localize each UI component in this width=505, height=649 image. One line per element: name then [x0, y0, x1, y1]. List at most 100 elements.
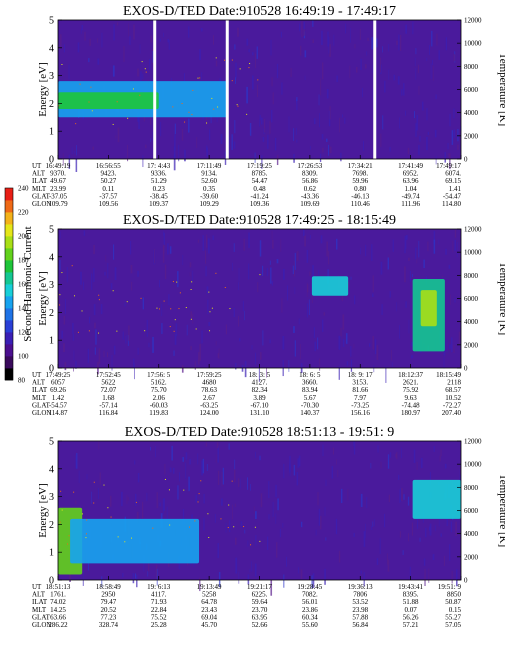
heatmap-streak — [186, 324, 188, 336]
heatmap-streak — [389, 147, 391, 152]
table-cell: 180.97 — [401, 409, 421, 417]
heatmap-streak — [448, 264, 451, 269]
heatmap-streak — [64, 362, 67, 371]
heatmap-speckle — [107, 507, 109, 509]
heatmap-speckle — [257, 79, 259, 81]
heatmap-streak — [277, 498, 279, 511]
heatmap-streak — [150, 111, 152, 125]
table-cell: 69.04 — [201, 613, 217, 621]
table-cell: 7698. — [352, 170, 368, 178]
heatmap-streak — [66, 267, 68, 283]
heatmap-speckle — [58, 105, 60, 107]
heatmap-streak — [293, 326, 295, 333]
heatmap-speckle — [169, 524, 171, 526]
heatmap-streak — [150, 446, 151, 451]
heatmap-streak — [132, 573, 135, 584]
heatmap-speckle — [197, 77, 199, 79]
heatmap-streak — [426, 57, 428, 62]
heatmap-streak — [133, 363, 135, 380]
heatmap-streak — [269, 260, 271, 265]
heatmap-streak — [213, 35, 215, 45]
heatmap-streak — [234, 469, 236, 483]
heatmap-streak — [302, 229, 305, 236]
heatmap-streak — [256, 46, 258, 59]
heatmap-speckle — [85, 533, 87, 535]
heatmap-streak — [439, 455, 441, 462]
heatmap-streak — [304, 75, 306, 81]
heatmap-streak — [146, 319, 148, 337]
heatmap-streak — [392, 239, 394, 252]
heatmap-streak — [350, 27, 351, 43]
heatmap-streak — [288, 360, 290, 372]
heatmap-streak — [75, 360, 77, 369]
table-cell: 56.86 — [302, 177, 318, 185]
heatmap-streak — [120, 491, 123, 507]
heatmap-streak — [161, 323, 163, 334]
heatmap-streak — [340, 488, 343, 504]
heatmap-streak — [220, 134, 223, 144]
heatmap-streak — [267, 134, 269, 149]
heatmap-streak — [163, 32, 165, 38]
heatmap-streak — [301, 21, 303, 37]
heatmap-streak — [294, 340, 296, 357]
heatmap-streak — [371, 525, 373, 531]
heatmap-speckle — [135, 501, 137, 503]
heatmap-streak — [113, 244, 115, 260]
table-row-label: ALT — [32, 170, 46, 178]
heatmap-streak — [83, 281, 85, 290]
heatmap-streak — [136, 511, 139, 524]
heatmap-streak — [203, 517, 205, 531]
heatmap-streak — [185, 452, 188, 460]
table-cell: 18: 9: 17 — [348, 371, 373, 379]
heatmap-streak — [318, 508, 321, 526]
heatmap-streak — [243, 238, 245, 251]
heatmap-streak — [391, 362, 393, 368]
heatmap-streak — [309, 145, 311, 150]
heatmap-streak — [296, 97, 298, 102]
heatmap-streak — [412, 21, 414, 35]
heatmap-streak — [190, 311, 193, 318]
heatmap-speckle — [77, 331, 79, 333]
heatmap-speckle — [145, 71, 147, 73]
table-cell: 109.56 — [99, 200, 119, 208]
heatmap-speckle — [229, 308, 231, 310]
y2-tick-label: 12000 — [464, 226, 482, 234]
heatmap-streak — [438, 516, 440, 527]
heatmap-speckle — [208, 536, 210, 538]
heatmap-streak — [168, 40, 170, 50]
heatmap-streak — [399, 489, 401, 503]
heatmap-streak — [400, 487, 402, 502]
heatmap-streak — [363, 531, 366, 547]
heatmap-streak — [247, 477, 249, 490]
table-cell: 69.26 — [50, 386, 66, 394]
heatmap-streak — [235, 62, 237, 79]
table-cell: 17:26:53 — [297, 162, 322, 170]
heatmap-streak — [379, 57, 381, 73]
y2-tick-label: 2000 — [464, 553, 479, 561]
panel-2: EXOS-D/TED Date:910528 17:49:25 - 18:15:… — [32, 213, 505, 417]
table-cell: 77.23 — [101, 613, 117, 621]
heatmap-streak — [419, 135, 421, 142]
heatmap-streak — [324, 568, 326, 585]
y2-axis-label: Temperature [K] — [497, 262, 505, 335]
table-cell: 9134. — [201, 170, 217, 178]
table-cell: 19: 6:13 — [147, 583, 171, 591]
heatmap-streak — [181, 365, 184, 373]
table-cell: 0.23 — [153, 185, 166, 193]
y-tick-label: 1 — [49, 127, 54, 138]
heatmap-speckle — [236, 104, 238, 106]
heatmap-streak — [295, 127, 297, 135]
y-axis-label: Energy [eV] — [37, 271, 49, 325]
heatmap-streak — [382, 115, 384, 130]
heatmap-streak — [445, 248, 447, 255]
heatmap-speckle — [116, 101, 118, 103]
heatmap-streak — [271, 230, 273, 239]
heatmap-streak — [206, 111, 208, 126]
heatmap-streak — [323, 312, 326, 316]
heatmap-streak — [320, 78, 322, 96]
table-cell: 59.96 — [352, 177, 368, 185]
heatmap-speckle — [250, 544, 252, 546]
heatmap-streak — [146, 492, 148, 502]
table-cell: 8785. — [252, 170, 268, 178]
ephemeris-table: UT 18:51:13 18:58:49 19: 6:13 19:13:49 19:21:… — [32, 583, 462, 629]
